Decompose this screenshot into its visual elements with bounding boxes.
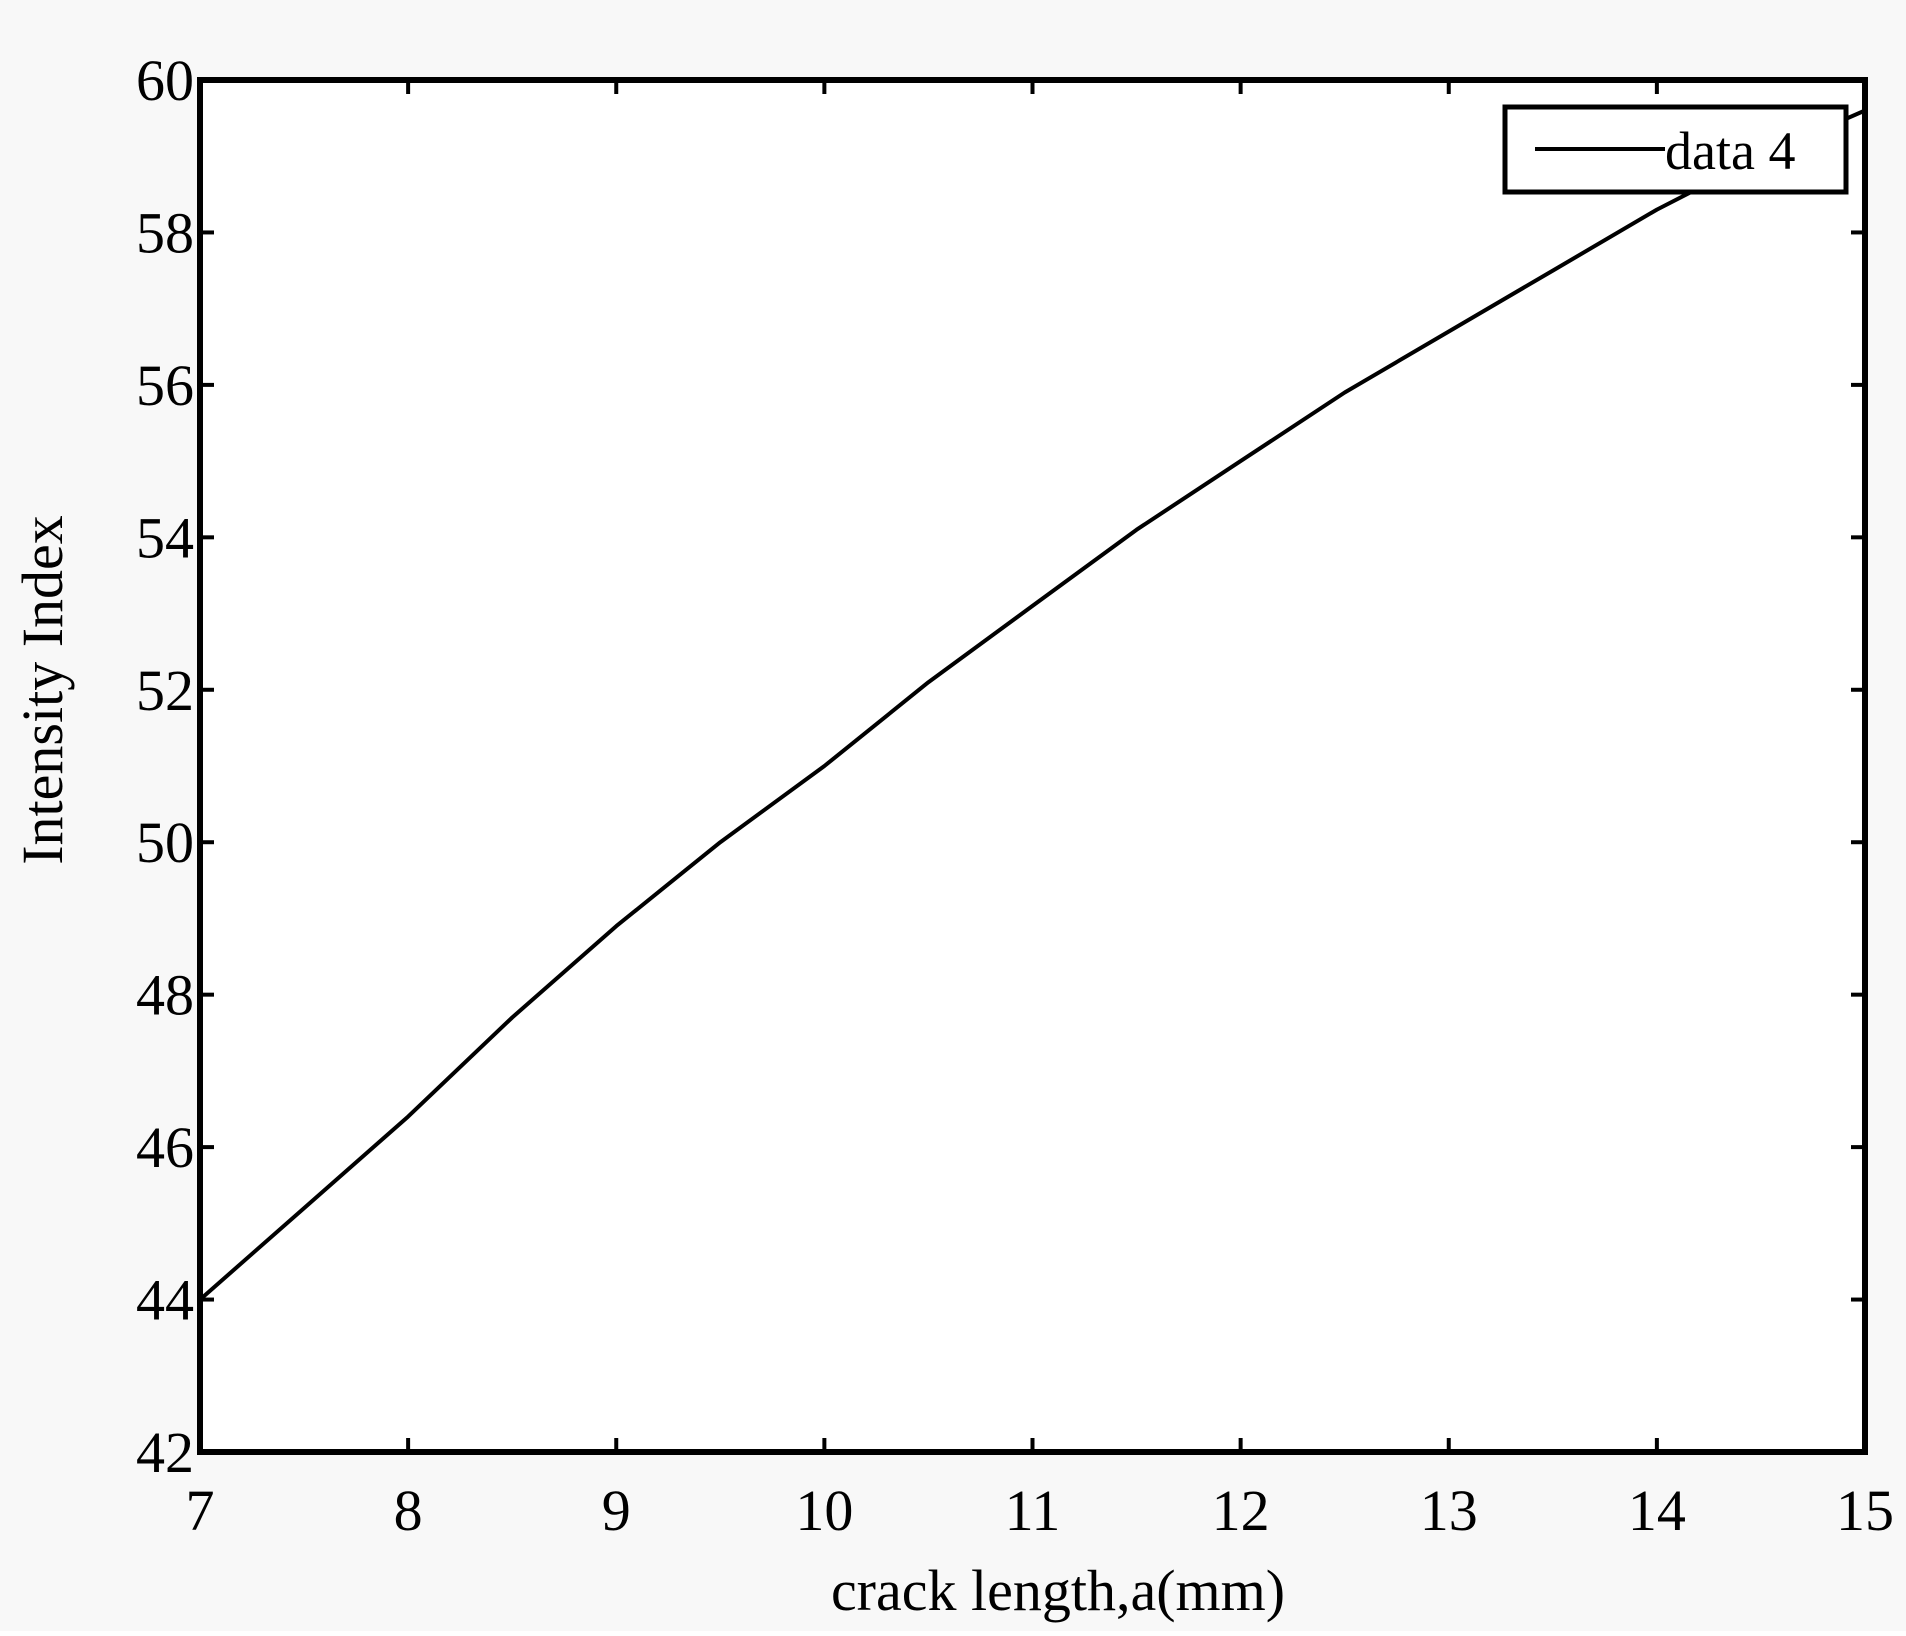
- x-tick-label: 9: [602, 1478, 631, 1543]
- plot-frame: [197, 77, 1868, 1455]
- data-point: [1551, 269, 1555, 273]
- y-tick-label: 42: [136, 1420, 194, 1485]
- y-tick-label: 60: [136, 48, 194, 113]
- x-tick-label: 15: [1836, 1478, 1894, 1543]
- y-axis-label: Intensity Index: [10, 515, 75, 865]
- x-tick-label: 12: [1212, 1478, 1270, 1543]
- data-point: [926, 680, 930, 684]
- y-tick-label: 58: [136, 200, 194, 265]
- ticks: 7 8 9 10 11 12 13 14 15 42 44 46 48 50 52 54 56 58 60: [136, 48, 1894, 1543]
- plot-area: [200, 80, 1865, 1452]
- data-point: [614, 924, 618, 928]
- legend: data 4: [1502, 104, 1849, 195]
- x-tick-label: 8: [394, 1478, 423, 1543]
- x-tick-label: 13: [1420, 1478, 1478, 1543]
- data-point: [718, 840, 722, 844]
- x-tick-label: 11: [1005, 1478, 1061, 1543]
- data-point: [510, 1016, 514, 1019]
- legend-entry-label: data 4: [1665, 121, 1795, 181]
- x-tick-label: 7: [186, 1478, 215, 1543]
- y-tick-label: 46: [136, 1115, 194, 1180]
- y-tick-label: 52: [136, 658, 194, 723]
- data-point: [406, 1115, 410, 1119]
- data-point: [1239, 459, 1243, 463]
- data-point: [1447, 330, 1451, 333]
- data-point: [302, 1206, 306, 1210]
- x-tick-label: 14: [1628, 1478, 1686, 1543]
- data-point: [1031, 604, 1034, 608]
- legend-box: [1502, 104, 1849, 195]
- y-tick-label: 50: [136, 810, 194, 875]
- data-point: [1135, 528, 1139, 532]
- y-tick-label: 44: [136, 1268, 194, 1333]
- x-tick-label: 10: [795, 1478, 853, 1543]
- y-tick-label: 48: [136, 963, 194, 1028]
- y-tick-label: 56: [136, 353, 194, 418]
- y-tick-label: 54: [136, 505, 194, 570]
- data-point: [1655, 208, 1659, 212]
- data-point: [1343, 391, 1347, 394]
- x-axis-label: crack length,a(mm): [831, 1558, 1285, 1623]
- data-point: [822, 764, 826, 768]
